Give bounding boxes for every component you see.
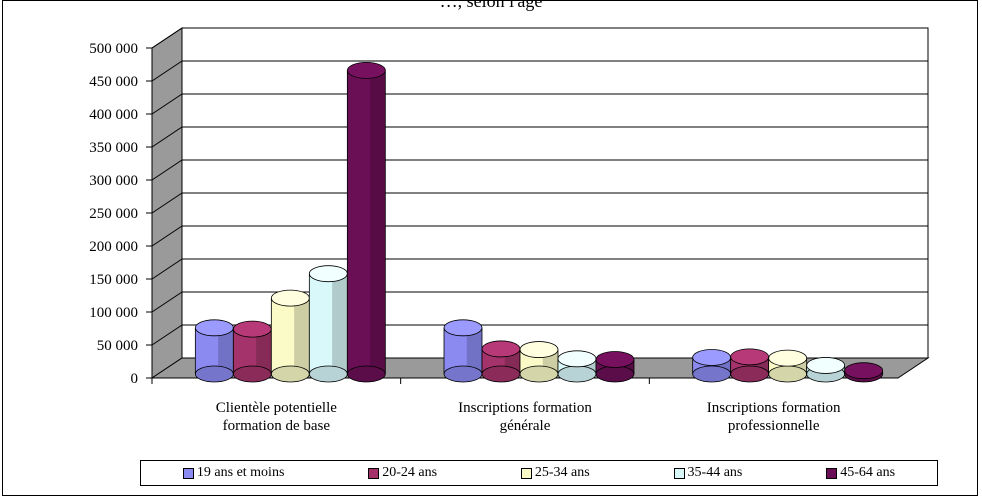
- bar: [346, 62, 386, 383]
- legend-swatch: [826, 467, 838, 479]
- x-category-label: formation de base: [223, 418, 331, 434]
- side-gridline: [151, 324, 183, 346]
- x-category-label: générale: [500, 418, 551, 434]
- legend-swatch: [182, 467, 194, 479]
- y-tick-label: 400 000: [89, 107, 138, 123]
- bar-bottom: [692, 365, 732, 383]
- bar-shade: [332, 273, 348, 374]
- bar-top: [270, 289, 310, 307]
- bar-bottom: [730, 365, 770, 383]
- bar-bottom: [557, 365, 597, 383]
- chart-plot: 500 000 450 000 400 000 350 000 300 000 250 0…: [89, 27, 930, 434]
- bar: [595, 351, 635, 383]
- bar-top: [232, 320, 272, 338]
- side-gridline: [151, 291, 183, 313]
- y-tick-label: 350 000: [89, 140, 138, 156]
- bar: [557, 350, 597, 383]
- bar-shade: [466, 327, 482, 374]
- legend-item: 45-64 ans: [826, 465, 895, 481]
- bar-shade: [256, 329, 272, 374]
- side-gridline: [151, 27, 183, 49]
- bar-top: [844, 362, 884, 380]
- bar: [443, 319, 483, 383]
- bar-top: [443, 319, 483, 337]
- bar: [844, 362, 884, 383]
- y-tick-label: 100 000: [89, 305, 138, 321]
- bar: [768, 349, 808, 383]
- chart-legend: 19 ans et moins 20-24 ans 25-34 ans 35-44 a…: [140, 460, 938, 486]
- y-tick-label: 0: [131, 371, 139, 387]
- bar-bottom: [232, 365, 272, 383]
- bar: [270, 289, 310, 383]
- bar-bottom: [270, 365, 310, 383]
- bar-top: [346, 62, 386, 79]
- bar-top: [519, 341, 559, 358]
- legend-item: 35-44 ans: [673, 465, 743, 481]
- bar-bottom: [308, 365, 348, 383]
- x-category-label: Inscriptions formation: [458, 400, 592, 416]
- legend-swatch: [368, 467, 380, 479]
- bar-bottom: [768, 365, 808, 383]
- legend-label: 19 ans et moins: [196, 465, 285, 480]
- y-tick-label: 150 000: [89, 272, 138, 288]
- legend-label: 25-34 ans: [534, 465, 590, 480]
- legend-item: 20-24 ans: [368, 465, 437, 481]
- bar-bottom: [443, 365, 483, 383]
- side-gridline: [151, 126, 183, 148]
- bar: [308, 265, 348, 383]
- bar-bottom: [194, 365, 234, 383]
- side-gridline: [151, 159, 183, 181]
- bar: [730, 348, 770, 383]
- legend-swatch: [673, 467, 685, 479]
- bar-top: [481, 340, 521, 358]
- bar-top: [806, 357, 846, 374]
- bar: [692, 349, 732, 383]
- legend-item: 25-34 ans: [520, 465, 590, 481]
- bar: [232, 320, 272, 383]
- bar: [481, 340, 521, 383]
- bar-shade: [294, 298, 310, 374]
- y-tick-label: 250 000: [89, 206, 138, 222]
- x-category-label: Clientèle potentielle: [216, 400, 338, 416]
- y-tick-label: 200 000: [89, 239, 138, 255]
- legend-label: 45-64 ans: [840, 465, 896, 480]
- bar-top: [308, 265, 348, 283]
- legend-label: 35-44 ans: [687, 465, 743, 480]
- side-gridline: [151, 60, 183, 82]
- side-gridline: [151, 93, 183, 115]
- x-category-label: Inscriptions formation: [707, 400, 841, 416]
- x-category-label: professionnelle: [728, 418, 820, 434]
- bar: [806, 357, 846, 383]
- bar-top: [194, 319, 234, 337]
- chart-title-fragment: …, selon l'âge: [439, 0, 543, 11]
- legend-item: 19 ans et moins: [182, 465, 285, 481]
- y-tick-label: 300 000: [89, 173, 138, 189]
- side-gridline: [151, 192, 183, 214]
- bar-bottom: [481, 365, 521, 383]
- bar-bottom: [519, 365, 559, 383]
- y-tick-label: 450 000: [89, 74, 138, 90]
- side-gridline: [151, 225, 183, 247]
- bar-top: [595, 351, 635, 368]
- bar-bottom: [346, 365, 386, 383]
- y-tick-label: 50 000: [97, 338, 138, 354]
- bar-top: [557, 350, 597, 368]
- bar: [519, 341, 559, 383]
- bar-shade: [218, 327, 234, 374]
- bar-shade: [370, 70, 386, 375]
- bar-top: [692, 349, 732, 366]
- bar-top: [730, 348, 770, 366]
- side-gridline: [151, 258, 183, 280]
- bar-top: [768, 349, 808, 367]
- bar: [194, 319, 234, 383]
- legend-swatch: [520, 467, 532, 479]
- bar-bottom: [595, 365, 635, 383]
- y-tick-label: 500 000: [89, 41, 138, 57]
- legend-label: 20-24 ans: [382, 465, 438, 480]
